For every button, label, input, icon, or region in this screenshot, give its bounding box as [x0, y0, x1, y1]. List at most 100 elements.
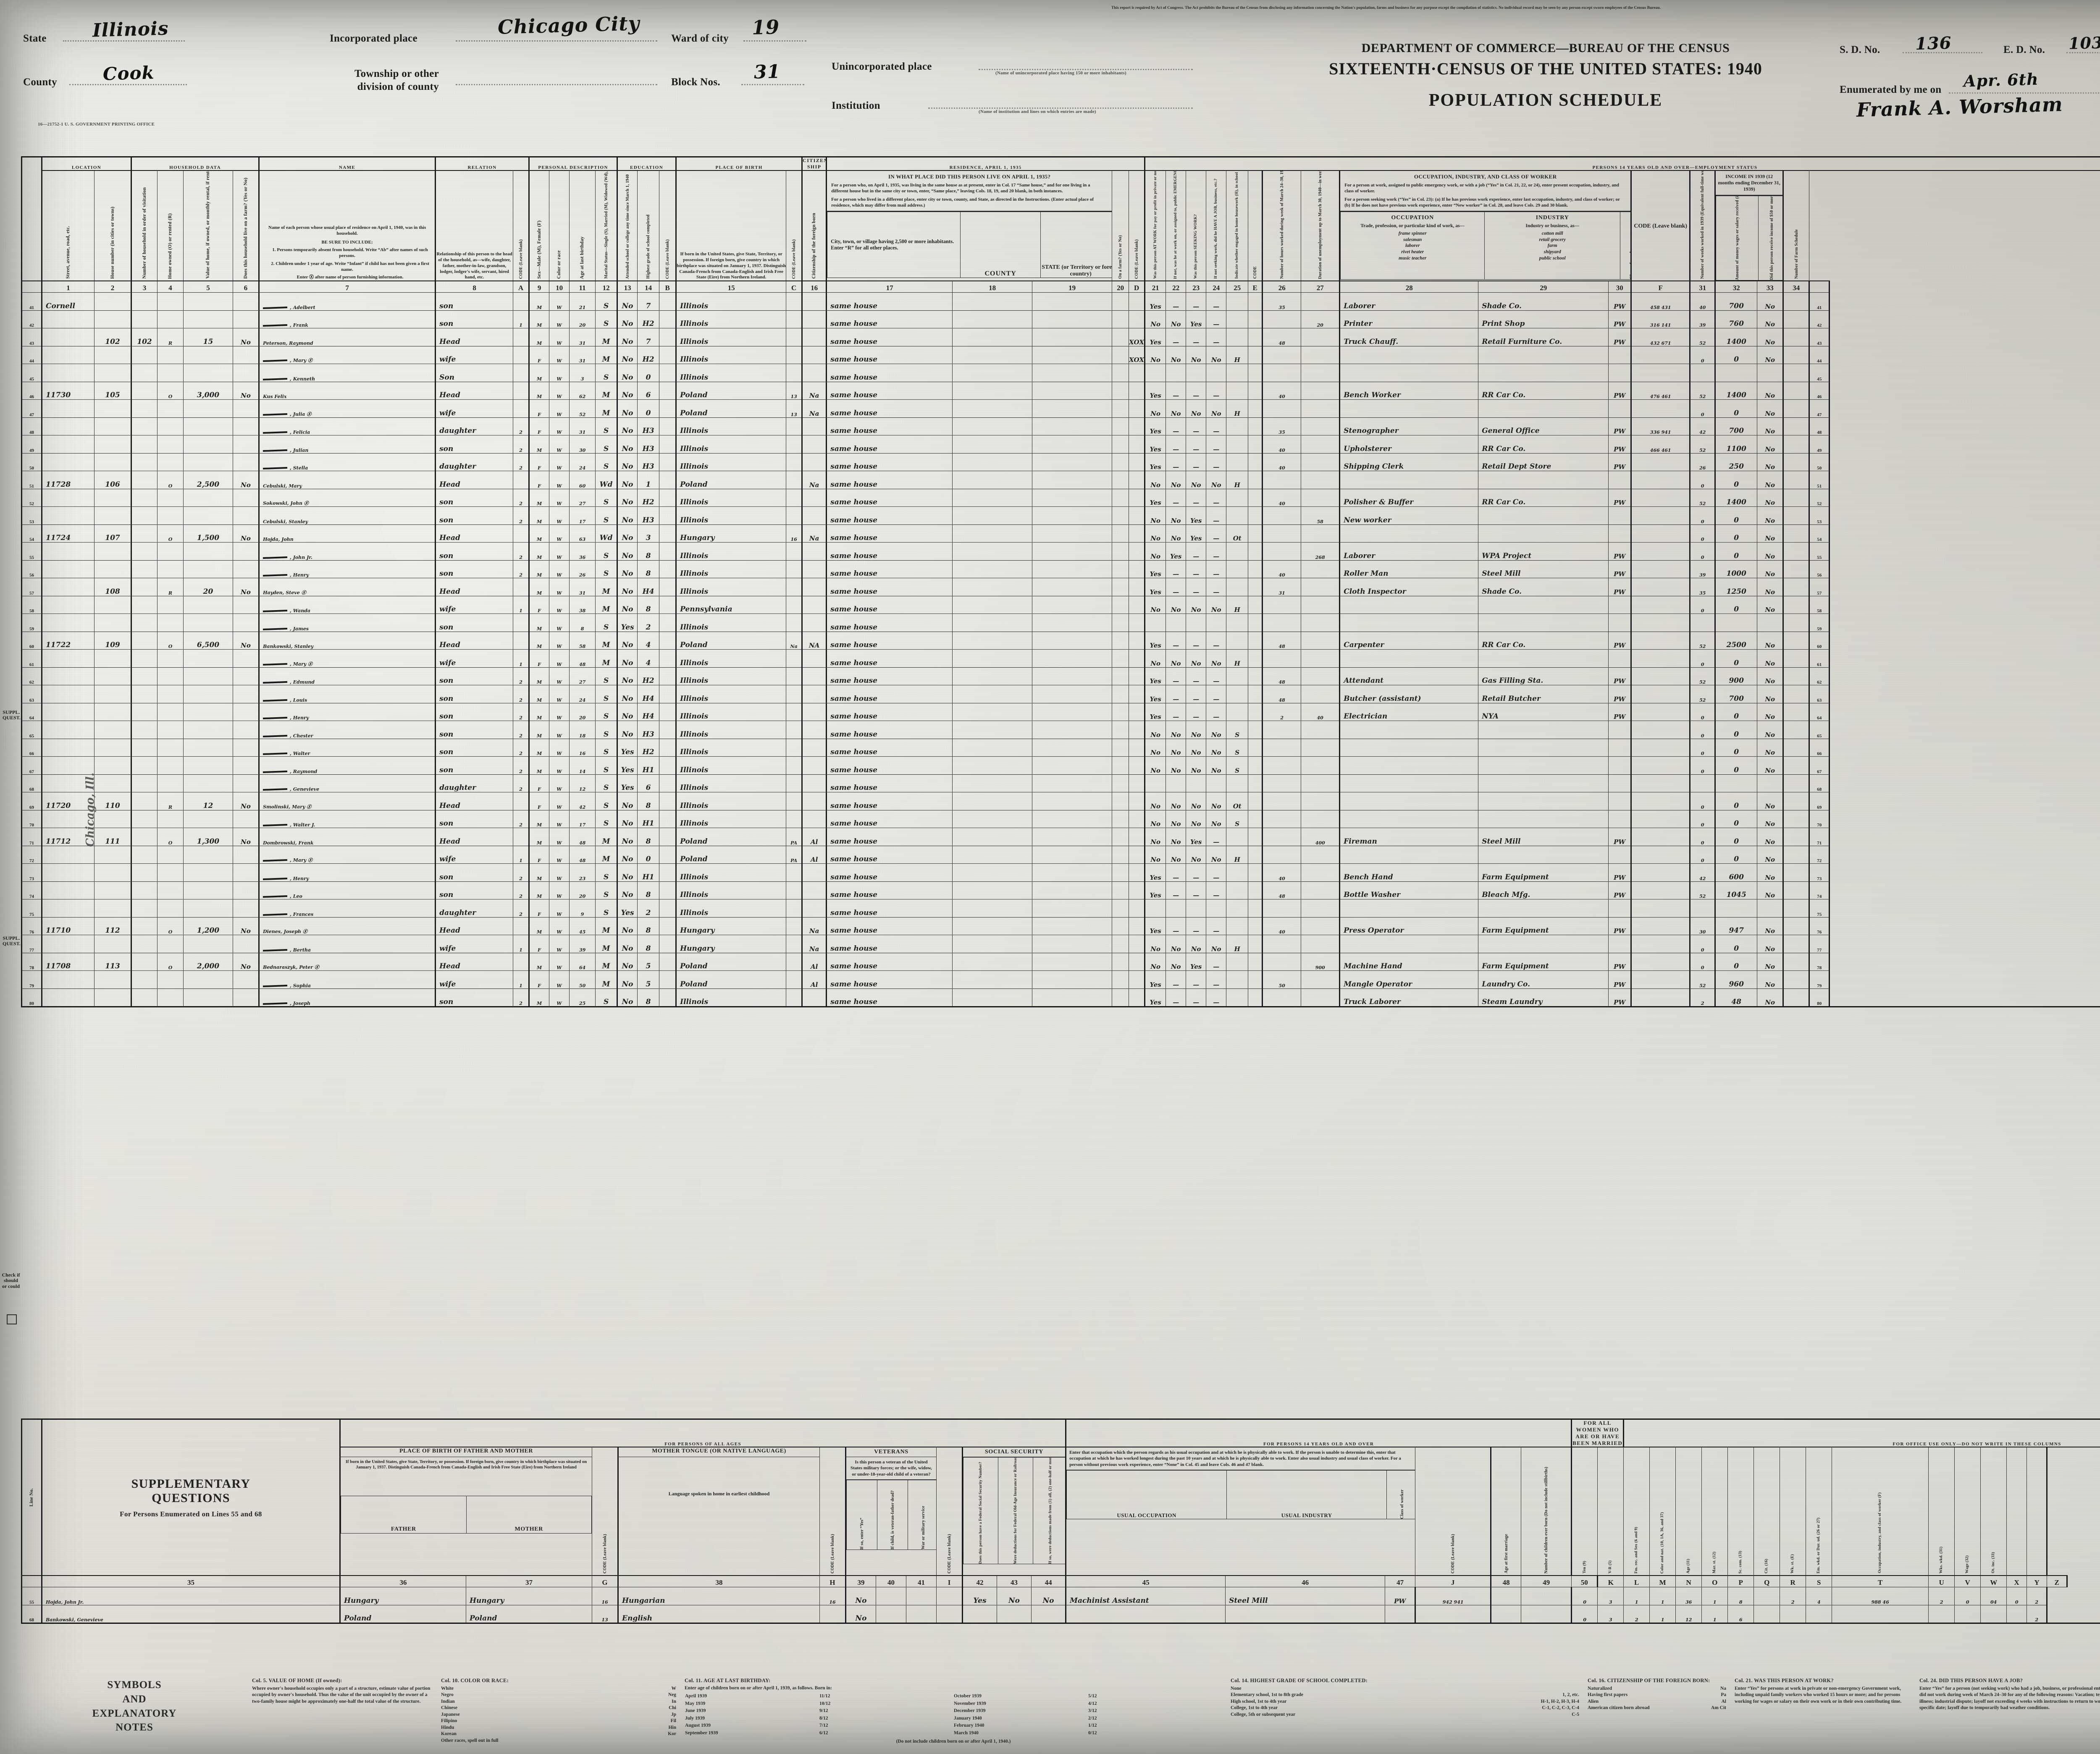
cell-seeking-work: —	[1186, 381, 1207, 400]
enumerated-rule	[1949, 91, 2100, 94]
cell-household-serial	[131, 488, 158, 507]
cell-relation: Head	[435, 792, 514, 810]
cell-unemployment-duration	[1301, 756, 1340, 775]
grade-code-entry: College, 5th or subsequent year C-5	[1231, 1712, 1579, 1717]
cell-income-other: No	[1757, 881, 1784, 899]
cell-residence-city: same house	[826, 935, 953, 953]
cell-code-d	[1129, 828, 1145, 846]
cell-weeks-worked	[1689, 899, 1716, 918]
col-code-b-head: CODE (Leave blank)	[659, 170, 677, 281]
supp-office-cell-V: 2	[1928, 1587, 1955, 1605]
cell-sex: M	[528, 631, 550, 650]
cell-residence-state	[1032, 578, 1113, 596]
col-code-e-head: CODE	[1248, 170, 1263, 281]
cell-age: 14	[569, 756, 596, 775]
cell-income-other: No	[1757, 970, 1784, 989]
cell-occupation: Electrician	[1339, 703, 1479, 721]
cell-attended-school: Yes	[617, 899, 638, 918]
row-line-number-right: 73	[1809, 863, 1830, 882]
cell-marital-status: M	[595, 399, 618, 418]
cell-residence-city: same house	[826, 828, 953, 846]
cell-code-e	[1248, 810, 1263, 828]
cell-other-category: H	[1226, 845, 1249, 864]
cell-citizenship	[801, 721, 827, 739]
cell-weeks-worked: 52	[1689, 970, 1716, 989]
cell-relation: wife	[435, 346, 514, 364]
cell-attended-school: No	[617, 649, 638, 668]
month-label: September 1939	[685, 1730, 718, 1736]
check-box[interactable]	[7, 1314, 17, 1324]
cell-owned-rented	[157, 488, 184, 507]
row-line-number-right: 78	[1809, 952, 1830, 971]
row-line-number: 46	[21, 381, 42, 400]
cell-hours-worked	[1262, 524, 1302, 543]
cell-farm-schedule	[1782, 417, 1810, 435]
cell-name: , Edmund	[258, 667, 436, 685]
cell-code-f	[1630, 488, 1690, 507]
cell-industry: Shade Co.	[1478, 292, 1609, 311]
cell-income-other: No	[1757, 399, 1784, 418]
cell-birthplace: Illinois	[675, 346, 787, 364]
cell-farm-schedule	[1782, 721, 1810, 739]
supp-colnum-O: O	[1701, 1575, 1728, 1587]
cell-sex: M	[528, 310, 550, 328]
cell-house-number	[94, 435, 132, 454]
cell-sex: M	[528, 506, 550, 525]
cell-household-serial	[131, 364, 158, 382]
row-line-number: 43	[21, 328, 42, 346]
cell-age: 52	[569, 399, 596, 418]
cell-birthplace: Illinois	[675, 488, 787, 507]
county-label: County	[23, 76, 57, 88]
cell-income-other: No	[1757, 524, 1784, 543]
supp-column-number-row: 35 36 37 G 38 H 39 40 41 I 42 43 44 45 4…	[21, 1575, 2100, 1587]
cell-relation: wife	[435, 649, 514, 668]
col-othercat-head: Indicate whether engaged in home housewo…	[1226, 170, 1249, 281]
cell-had-job: —	[1206, 703, 1227, 721]
cell-seeking-work: —	[1186, 863, 1207, 882]
cell-name: , Joseph	[258, 988, 436, 1007]
cell-on-farm	[233, 721, 260, 739]
month-label: July 1939	[685, 1715, 705, 1721]
cell-public-emergency: No	[1166, 310, 1186, 328]
cell-residence-county	[952, 453, 1033, 471]
cell-residence-state	[1032, 328, 1113, 346]
office-col-label-M: Fm. rec. and Sex (6 and 9)	[1634, 1526, 1639, 1573]
cell-residence-city: same house	[826, 578, 953, 596]
cell-unemployment-duration	[1301, 399, 1340, 418]
cell-code-d	[1129, 970, 1145, 989]
supp-office-cell-M: 2	[1623, 1605, 1650, 1623]
supp-office-cell-S: 2	[1780, 1587, 1806, 1605]
cell-seeking-work: —	[1186, 453, 1207, 471]
cell-street	[41, 310, 94, 328]
cell-household-serial	[131, 435, 158, 454]
cell-code-e	[1248, 542, 1263, 561]
cell-relation: daughter	[435, 417, 514, 435]
cell-at-work: Yes	[1144, 292, 1166, 311]
cell-attended-school: No	[617, 542, 638, 561]
cell-house-number	[94, 756, 132, 775]
cell-residence-county	[952, 703, 1033, 721]
cell-color-race: W	[549, 881, 570, 899]
cell-code-b	[659, 774, 677, 792]
cell-occupation	[1339, 346, 1479, 364]
supp-cell-war-service	[906, 1587, 937, 1605]
row-line-number-right: 75	[1809, 899, 1830, 918]
cell-code-e	[1248, 667, 1263, 685]
colnum-7: 7	[258, 281, 436, 293]
cell-unemployment-duration	[1301, 881, 1340, 899]
col-code-a-head: CODE (Leave blank)	[513, 170, 530, 281]
cell-citizenship	[801, 364, 827, 382]
cell-color-race: W	[549, 435, 570, 454]
cell-color-race: W	[549, 899, 570, 918]
cell-code-f	[1630, 560, 1690, 578]
cell-house-number	[94, 614, 132, 632]
cell-industry: Retail Butcher	[1478, 685, 1609, 703]
supp-group-14over: FOR PERSONS 14 YEARS OLD AND OVER	[1065, 1419, 1572, 1447]
cell-income-amount: 0	[1714, 721, 1758, 739]
cell-code-b	[659, 899, 677, 918]
cell-farm-schedule	[1782, 756, 1810, 775]
cell-code-f	[1630, 881, 1690, 899]
cell-attended-school: No	[617, 578, 638, 596]
cell-seeking-work: No	[1186, 792, 1207, 810]
cell-income-amount: 0	[1714, 935, 1758, 953]
